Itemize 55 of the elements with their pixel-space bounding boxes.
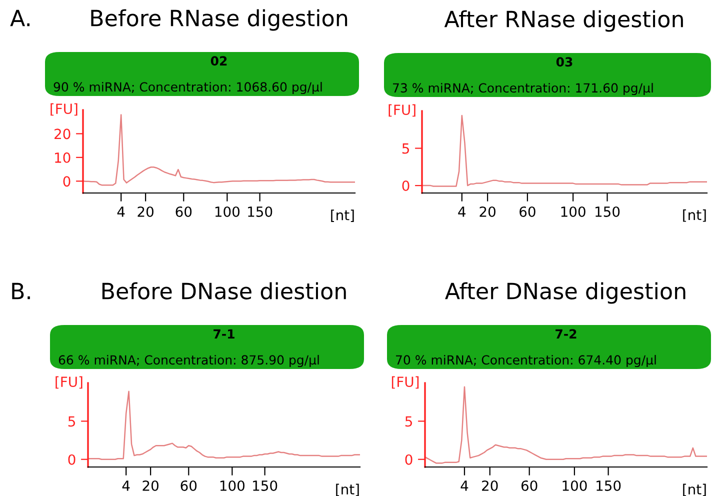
x-tick-label: 100 — [215, 206, 240, 217]
chart-subtitle: 7-1 — [214, 329, 234, 338]
x-axis-title: [nt] — [336, 484, 359, 496]
y-tick-label: 20 — [54, 128, 70, 140]
x-axis-title: [nt] — [683, 484, 706, 496]
text: 70 % miRNA; Concentration: 674.40 pg/µl — [396, 354, 656, 368]
line-series — [83, 114, 355, 186]
chart-title: After RNase digestion — [444, 10, 683, 32]
y-tick-label: 0 — [405, 454, 412, 465]
y-tick-label: 5 — [405, 416, 412, 427]
x-tick-label: 100 — [561, 206, 586, 217]
x-tick-label: 20 — [482, 480, 498, 491]
chart-subtitle: 7-2 — [556, 329, 576, 338]
x-tick-label: 60 — [180, 480, 197, 491]
text: 66 % miRNA; Concentration: 875.90 pg/µl — [58, 354, 319, 368]
x-tick-label: 20 — [142, 480, 158, 491]
y-tick-label: 0 — [402, 180, 410, 192]
text: A. — [10, 10, 30, 26]
x-tick-label: 100 — [220, 480, 244, 491]
x-tick-label: 100 — [562, 480, 587, 491]
y-tick-label: 10 — [55, 152, 70, 163]
x-tick-label: 60 — [520, 206, 536, 217]
x-tick-label: 60 — [176, 206, 192, 217]
x-tick-label: 4 — [122, 480, 130, 491]
chart-subtitle: 02 — [210, 56, 227, 66]
x-tick-label: 150 — [253, 480, 278, 491]
chart-subtitle: 03 — [556, 57, 572, 67]
text: 73 % miRNA; Concentration: 171.60 pg/µl — [393, 82, 653, 96]
text: 90 % miRNA; Concentration: 1068.60 pg/µl — [54, 82, 322, 94]
x-tick-label: 150 — [248, 206, 272, 217]
text: B. — [12, 282, 30, 300]
y-axis-title: [FU] — [50, 103, 78, 116]
line-series — [422, 114, 707, 187]
x-tick-label: 4 — [460, 480, 468, 491]
chart-title: Before RNase digestion — [91, 9, 348, 31]
x-tick-label: 4 — [458, 206, 466, 217]
y-axis-title: [FU] — [388, 104, 416, 117]
x-axis-title: [nt] — [331, 210, 354, 222]
x-tick-label: 20 — [480, 206, 496, 217]
y-axis-title: [FU] — [56, 376, 82, 389]
y-tick-label: 5 — [402, 143, 409, 154]
line-series — [425, 386, 707, 464]
y-tick-label: 0 — [68, 454, 76, 465]
y-axis-title: [FU] — [392, 376, 419, 389]
y-tick-label: 0 — [63, 176, 70, 187]
x-tick-label: 150 — [596, 480, 621, 491]
x-tick-label: 150 — [596, 206, 620, 217]
chart-title: Before DNase diestion — [102, 282, 346, 300]
y-tick-label: 5 — [68, 416, 75, 427]
x-tick-label: 20 — [138, 206, 154, 217]
line-series — [88, 390, 360, 460]
x-tick-label: 4 — [117, 206, 125, 217]
chart-title: After DNase digestion — [445, 282, 686, 304]
x-axis-title: [nt] — [683, 209, 706, 222]
x-tick-label: 60 — [521, 480, 538, 491]
